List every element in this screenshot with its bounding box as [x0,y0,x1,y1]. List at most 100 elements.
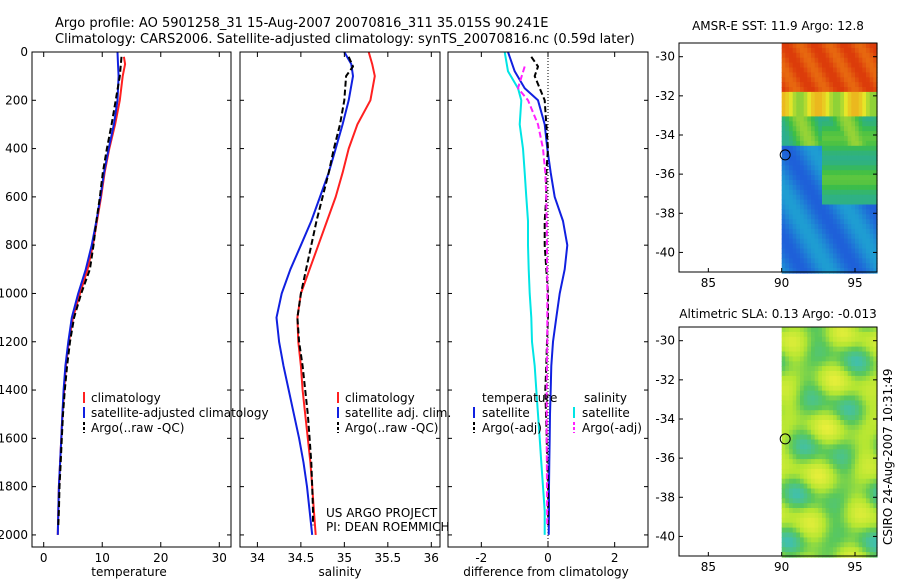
heat-cell [822,478,827,485]
heat-cell [869,160,874,166]
heat-cell [825,57,830,64]
heat-cell [829,371,834,377]
heat-cell [829,248,834,254]
heat-cell [818,459,823,465]
heat-cell [807,454,812,460]
heat-cell [873,77,878,83]
heat-cell [785,243,790,250]
heat-cell [818,537,823,543]
heat-cell [818,175,823,181]
heat-cell [800,498,805,504]
heat-cell [847,434,852,441]
heat-cell [869,67,874,73]
heat-cell [825,106,830,113]
heat-cell [869,478,874,485]
heat-cell [822,508,827,514]
heat-cell [807,96,812,103]
heat-cell [844,483,849,490]
heat-cell [792,155,797,161]
heat-cell [818,47,823,54]
heat-cell [785,327,790,333]
heat-cell [803,170,808,176]
heat-cell [844,371,849,377]
heat-cell [855,532,860,538]
heat-cell [781,170,786,176]
heat-cell [800,77,805,83]
heat-cell [807,180,812,186]
heat-cell [818,87,823,93]
legend-label-temp-satellite: satellite [482,406,530,420]
heat-cell [844,454,849,460]
heat-cell [836,537,841,543]
heat-cell [811,126,816,132]
heat-cell [803,542,808,548]
heat-cell [796,512,801,519]
heat-cell [847,473,852,480]
heat-cell [796,527,801,534]
heat-cell [833,82,838,88]
heat-cell [825,527,830,534]
heat-cell [811,336,816,343]
heat-cell [869,444,874,450]
heat-cell [858,243,863,250]
heat-cell [862,209,867,215]
heat-cell [829,478,834,485]
heat-cell [811,527,816,534]
heat-cell [803,493,808,499]
heat-cell [862,537,867,543]
heat-cell [836,517,841,524]
heat-cell [792,356,797,362]
heat-cell [851,459,856,465]
heat-cell [847,126,852,132]
heat-cell [792,336,797,343]
heat-cell [836,214,841,220]
heat-cell [869,508,874,514]
heat-cell [862,527,867,534]
heat-cell [873,434,878,441]
heat-cell [855,361,860,367]
heat-cell [873,131,878,137]
heat-cell [847,488,852,494]
heat-cell [862,175,867,181]
heat-cell [800,459,805,465]
heat-cell [811,62,816,69]
heat-cell [840,400,845,406]
heat-cell [833,483,838,490]
heat-cell [836,390,841,397]
heat-cell [792,473,797,480]
heat-cell [858,415,863,421]
heat-cell [800,508,805,514]
heat-cell [814,145,819,152]
heat-cell [829,390,834,397]
heat-cell [800,341,805,348]
map-ytick-label--38: -38 [655,206,675,220]
heat-cell [818,532,823,538]
heat-cell [825,493,830,499]
heat-cell [862,189,867,196]
xtick-label-d-2: 2 [611,551,619,565]
heat-cell [785,508,790,514]
heat-cell [811,424,816,431]
heat-cell [833,439,838,445]
heat-cell [822,140,827,147]
heat-cell [847,439,852,445]
heat-cell [818,522,823,529]
heat-cell [844,87,849,93]
heat-cell [866,537,871,543]
heat-cell [873,542,878,548]
heat-cell [807,219,812,225]
heat-cell [818,121,823,127]
heat-cell [792,140,797,147]
heat-cell [818,468,823,475]
heat-cell [866,209,871,215]
heat-cell [858,165,863,171]
heat-cell [862,258,867,264]
heat-cell [792,351,797,357]
heat-cell [862,77,867,83]
heat-cell [866,327,871,333]
heat-cell [796,380,801,387]
heat-cell [866,224,871,230]
heat-cell [811,449,816,455]
heat-cell [855,483,860,490]
heat-cell [792,62,797,69]
